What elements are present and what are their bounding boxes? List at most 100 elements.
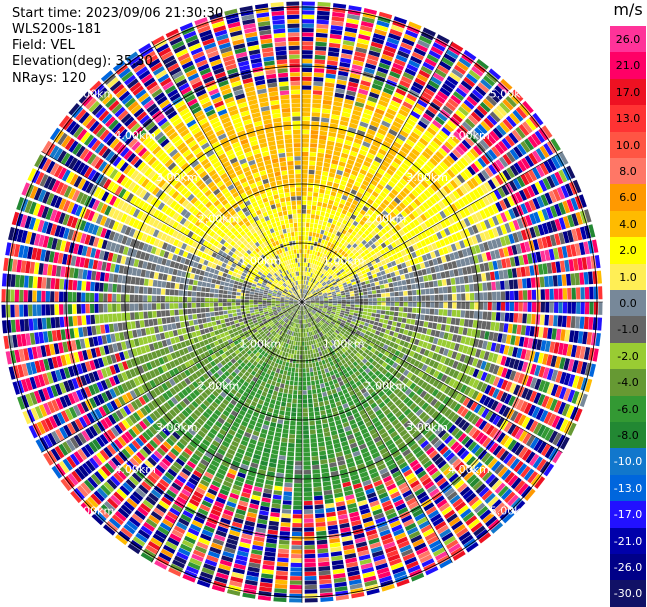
velocity-gate <box>543 160 553 174</box>
velocity-gate <box>320 410 326 416</box>
velocity-gate <box>350 203 357 210</box>
velocity-gate <box>280 522 291 527</box>
velocity-gate <box>366 315 371 320</box>
velocity-gate <box>426 328 432 336</box>
velocity-gate <box>496 226 503 236</box>
velocity-gate <box>332 155 340 161</box>
velocity-gate <box>413 338 420 346</box>
velocity-gate <box>299 346 302 351</box>
velocity-gate <box>302 187 307 192</box>
velocity-gate <box>395 169 404 178</box>
velocity-gate <box>327 55 339 62</box>
velocity-gate <box>309 223 314 228</box>
velocity-gate <box>302 169 308 174</box>
velocity-gate <box>323 230 329 236</box>
velocity-gate <box>310 245 314 250</box>
velocity-gate <box>289 385 294 390</box>
velocity-gate <box>501 137 512 150</box>
velocity-gate <box>302 289 304 294</box>
velocity-gate <box>462 267 468 275</box>
velocity-gate <box>294 474 302 479</box>
velocity-gate <box>351 230 357 237</box>
velocity-gate <box>316 157 324 162</box>
velocity-gate <box>344 275 349 280</box>
velocity-gate <box>305 276 308 281</box>
velocity-gate <box>559 371 567 385</box>
velocity-gate <box>491 146 501 158</box>
velocity-gate <box>375 285 381 290</box>
velocity-gate <box>405 336 412 343</box>
velocity-gate <box>424 315 430 321</box>
velocity-gate <box>514 302 519 312</box>
velocity-gate <box>325 77 336 84</box>
velocity-gate <box>302 293 304 298</box>
velocity-gate <box>280 365 285 370</box>
velocity-gate <box>458 57 472 68</box>
velocity-gate <box>544 249 551 261</box>
velocity-gate <box>333 369 338 375</box>
velocity-gate <box>321 117 330 123</box>
velocity-gate <box>326 311 331 315</box>
velocity-gate <box>364 212 371 219</box>
velocity-gate <box>533 264 539 276</box>
velocity-gate <box>575 345 582 359</box>
velocity-gate <box>318 139 326 145</box>
velocity-gate <box>327 136 336 142</box>
velocity-gate <box>496 124 507 136</box>
velocity-gate <box>513 384 521 396</box>
velocity-gate <box>363 249 370 255</box>
velocity-gate <box>354 304 360 308</box>
velocity-gate <box>377 194 385 202</box>
velocity-gate <box>323 91 334 97</box>
velocity-gate <box>393 332 399 338</box>
velocity-gate <box>499 322 505 332</box>
velocity-gate <box>307 292 312 296</box>
velocity-gate <box>310 371 314 377</box>
velocity-gate <box>302 120 310 126</box>
velocity-gate <box>330 289 336 293</box>
velocity-gate <box>520 266 526 277</box>
velocity-gate <box>503 323 509 333</box>
velocity-gate <box>282 504 292 510</box>
velocity-gate <box>389 71 401 79</box>
velocity-gate <box>289 344 293 350</box>
velocity-gate <box>547 158 557 172</box>
velocity-gate <box>419 154 428 163</box>
velocity-gate <box>466 328 473 337</box>
velocity-gate <box>341 209 348 215</box>
velocity-gate <box>391 161 400 169</box>
velocity-gate <box>303 324 305 329</box>
velocity-gate <box>312 90 323 95</box>
velocity-gate <box>440 174 449 184</box>
velocity-gate <box>548 190 557 203</box>
velocity-gate <box>449 72 461 83</box>
velocity-gate <box>562 288 568 300</box>
velocity-gate <box>521 387 529 399</box>
velocity-gate <box>399 190 408 198</box>
velocity-gate <box>304 553 316 559</box>
velocity-gate <box>377 66 389 74</box>
velocity-gate <box>284 384 289 390</box>
velocity-gate <box>361 284 367 289</box>
velocity-gate <box>290 354 294 359</box>
velocity-gate <box>561 403 571 417</box>
velocity-gate <box>305 354 308 360</box>
velocity-gate <box>315 302 320 304</box>
velocity-gate <box>568 259 575 272</box>
velocity-gate <box>360 321 365 326</box>
velocity-gate <box>325 312 330 316</box>
velocity-gate <box>432 193 441 202</box>
velocity-gate <box>429 308 435 315</box>
velocity-gate <box>542 353 549 365</box>
velocity-gate <box>370 230 377 237</box>
velocity-gate <box>455 145 465 156</box>
velocity-gate <box>482 340 488 350</box>
velocity-gate <box>381 210 389 217</box>
velocity-gate <box>500 302 506 311</box>
velocity-gate <box>452 334 458 342</box>
velocity-gate <box>337 302 342 304</box>
velocity-gate <box>264 551 276 557</box>
velocity-gate <box>412 210 419 218</box>
velocity-gate <box>406 93 418 102</box>
velocity-gate <box>447 215 455 225</box>
